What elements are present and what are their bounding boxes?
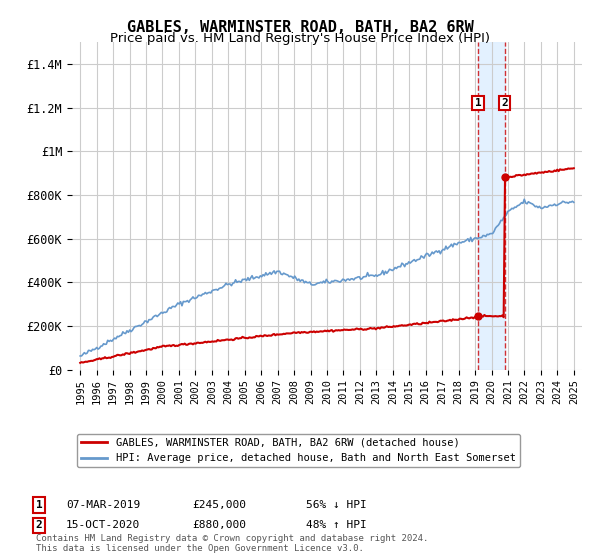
Text: 15-OCT-2020: 15-OCT-2020 [66, 520, 140, 530]
Text: £245,000: £245,000 [192, 500, 246, 510]
Legend: GABLES, WARMINSTER ROAD, BATH, BA2 6RW (detached house), HPI: Average price, det: GABLES, WARMINSTER ROAD, BATH, BA2 6RW (… [77, 434, 520, 467]
Text: £880,000: £880,000 [192, 520, 246, 530]
Text: 56% ↓ HPI: 56% ↓ HPI [306, 500, 367, 510]
Text: Price paid vs. HM Land Registry's House Price Index (HPI): Price paid vs. HM Land Registry's House … [110, 32, 490, 45]
Text: 1: 1 [35, 500, 43, 510]
Text: Contains HM Land Registry data © Crown copyright and database right 2024.
This d: Contains HM Land Registry data © Crown c… [36, 534, 428, 553]
Text: 2: 2 [35, 520, 43, 530]
Text: GABLES, WARMINSTER ROAD, BATH, BA2 6RW: GABLES, WARMINSTER ROAD, BATH, BA2 6RW [127, 20, 473, 35]
Text: 07-MAR-2019: 07-MAR-2019 [66, 500, 140, 510]
Bar [478, 42, 505, 370]
Text: 1: 1 [475, 98, 481, 108]
Text: 2: 2 [501, 98, 508, 108]
Text: 48% ↑ HPI: 48% ↑ HPI [306, 520, 367, 530]
